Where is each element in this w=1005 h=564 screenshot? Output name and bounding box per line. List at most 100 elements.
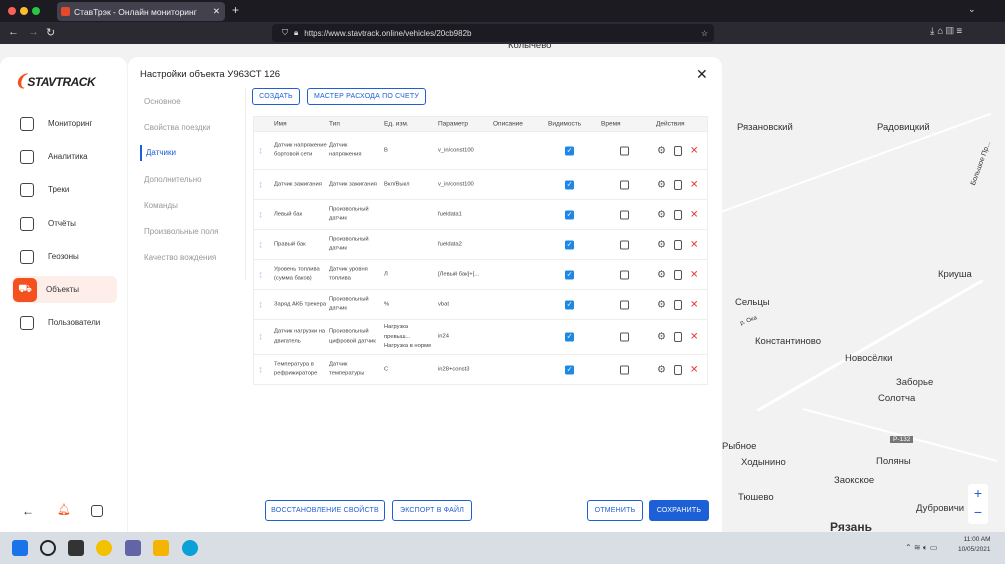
close-icon[interactable]: ✕ [696,66,708,82]
clock[interactable]: 11:00 AM 10/05/2021 [958,535,991,555]
time-checkbox[interactable] [620,240,629,249]
drag-handle-icon[interactable]: ↕ [258,179,263,190]
bell-icon[interactable]: 🔔︎ [57,504,71,516]
fuel-wizard-button[interactable]: МАСТЕР РАСХОДА ПО СЧЕТУ [307,88,426,105]
toolbar-icons[interactable]: ⤓ ⌂ ▥ ≡ [930,26,963,37]
delete-icon[interactable]: ✕ [690,331,699,343]
time-checkbox[interactable] [620,365,629,374]
drag-handle-icon[interactable]: ↕ [258,239,263,250]
time-checkbox[interactable] [620,300,629,309]
explorer-icon[interactable] [153,540,169,556]
visibility-checkbox[interactable]: ✓ [565,365,574,374]
profile-icon[interactable] [91,505,103,517]
delete-icon[interactable]: ✕ [690,145,699,156]
reload-icon[interactable]: ↻ [46,27,56,39]
close-window-button[interactable] [8,7,16,15]
visibility-checkbox[interactable]: ✓ [565,210,574,219]
sidebar-item-2[interactable]: Треки [12,176,117,203]
address-bar[interactable]: ⛉ 🔒︎ https://www.stavtrack.online/vehicles… [272,24,714,42]
teams-icon[interactable] [125,540,141,556]
tab-2[interactable]: Датчики [140,145,176,161]
tab-0[interactable]: Основное [144,97,181,106]
start-icon[interactable] [12,540,28,556]
edge-icon[interactable] [182,540,198,556]
column-header[interactable]: Имя [274,120,287,128]
browser-tab[interactable]: СтавТрэк - Онлайн мониторинг ✕ [57,2,225,21]
column-header[interactable]: Описание [493,120,523,128]
drag-handle-icon[interactable]: ↕ [258,145,263,156]
delete-icon[interactable]: ✕ [690,299,699,310]
sidebar-item-1[interactable]: Аналитика [12,143,117,170]
new-tab-button[interactable]: + [232,3,240,17]
sidebar-item-0[interactable]: Мониторинг [12,110,117,137]
delete-icon[interactable]: ✕ [690,239,699,250]
column-header[interactable]: Ед. изм. [384,120,409,128]
zoom-out-button[interactable]: − [973,504,983,520]
zoom-in-button[interactable]: + [973,485,983,501]
visibility-checkbox[interactable]: ✓ [565,146,574,155]
restore-properties-button[interactable]: ВОССТАНОВЛЕНИЕ СВОЙСТВ [265,500,385,521]
time-checkbox[interactable] [620,180,629,189]
tab-3[interactable]: Дополнительно [144,175,202,184]
visibility-checkbox[interactable]: ✓ [565,332,574,342]
visibility-checkbox[interactable]: ✓ [565,270,574,279]
minimize-window-button[interactable] [20,7,28,15]
column-header[interactable]: Время [601,120,621,128]
drag-handle-icon[interactable]: ↕ [258,364,263,375]
tab-6[interactable]: Качество вождения [144,253,217,262]
close-tab-icon[interactable]: ✕ [212,6,220,16]
sidebar-item-4[interactable]: Геозоны [12,243,117,270]
time-checkbox[interactable] [620,270,629,279]
app-icon[interactable] [96,540,112,556]
drag-handle-icon[interactable]: ↕ [258,269,263,280]
export-button[interactable]: ЭКСПОРТ В ФАЙЛ [392,500,472,521]
column-header[interactable]: Тип [329,120,340,128]
delete-icon[interactable]: ✕ [690,179,699,190]
visibility-checkbox[interactable]: ✓ [565,240,574,249]
maximize-window-button[interactable] [32,7,40,15]
back-icon[interactable]: ← [8,26,19,38]
visibility-checkbox[interactable]: ✓ [565,180,574,189]
tab-4[interactable]: Команды [144,201,178,210]
tab-5[interactable]: Произвольные поля [144,227,219,236]
drag-handle-icon[interactable]: ↕ [258,299,263,310]
gear-icon[interactable]: ⚙ [657,331,666,343]
tab-1[interactable]: Свойства поездки [144,123,211,132]
copy-icon[interactable] [674,269,682,280]
gear-icon[interactable]: ⚙ [657,179,666,190]
delete-icon[interactable]: ✕ [690,269,699,280]
forward-icon[interactable]: → [28,26,39,38]
create-button[interactable]: СОЗДАТЬ [252,88,300,105]
copy-icon[interactable] [674,332,682,342]
time-checkbox[interactable] [620,210,629,219]
copy-icon[interactable] [674,299,682,310]
sidebar-item-6[interactable]: Пользователи [12,309,117,336]
gear-icon[interactable]: ⚙ [657,364,666,375]
delete-icon[interactable]: ✕ [690,209,699,220]
visibility-checkbox[interactable]: ✓ [565,300,574,309]
tray-icons[interactable]: ⌃ ≋ 🔈︎ ▭ [905,543,938,552]
drag-handle-icon[interactable]: ↕ [258,209,263,220]
tab-list-icon[interactable]: ⌄ [968,4,976,14]
save-button[interactable]: СОХРАНИТЬ [649,500,709,521]
copy-icon[interactable] [674,239,682,250]
task-view-icon[interactable] [68,540,84,556]
gear-icon[interactable]: ⚙ [657,299,666,310]
cancel-button[interactable]: ОТМЕНИТЬ [587,500,643,521]
copy-icon[interactable] [674,209,682,220]
collapse-back-icon[interactable]: ← [22,504,34,518]
column-header[interactable]: Действия [656,120,685,128]
gear-icon[interactable]: ⚙ [657,239,666,250]
column-header[interactable]: Видимость [548,120,582,128]
bookmark-star-icon[interactable]: ☆ [700,28,708,38]
drag-handle-icon[interactable]: ↕ [258,331,263,343]
time-checkbox[interactable] [620,332,629,342]
gear-icon[interactable]: ⚙ [657,209,666,220]
copy-icon[interactable] [674,179,682,190]
copy-icon[interactable] [674,364,682,375]
time-checkbox[interactable] [620,146,629,155]
gear-icon[interactable]: ⚙ [657,269,666,280]
sidebar-item-3[interactable]: Отчёты [12,210,117,237]
sidebar-item-5[interactable]: ⛟ Объекты [12,276,117,303]
column-header[interactable]: Параметр [438,120,468,128]
